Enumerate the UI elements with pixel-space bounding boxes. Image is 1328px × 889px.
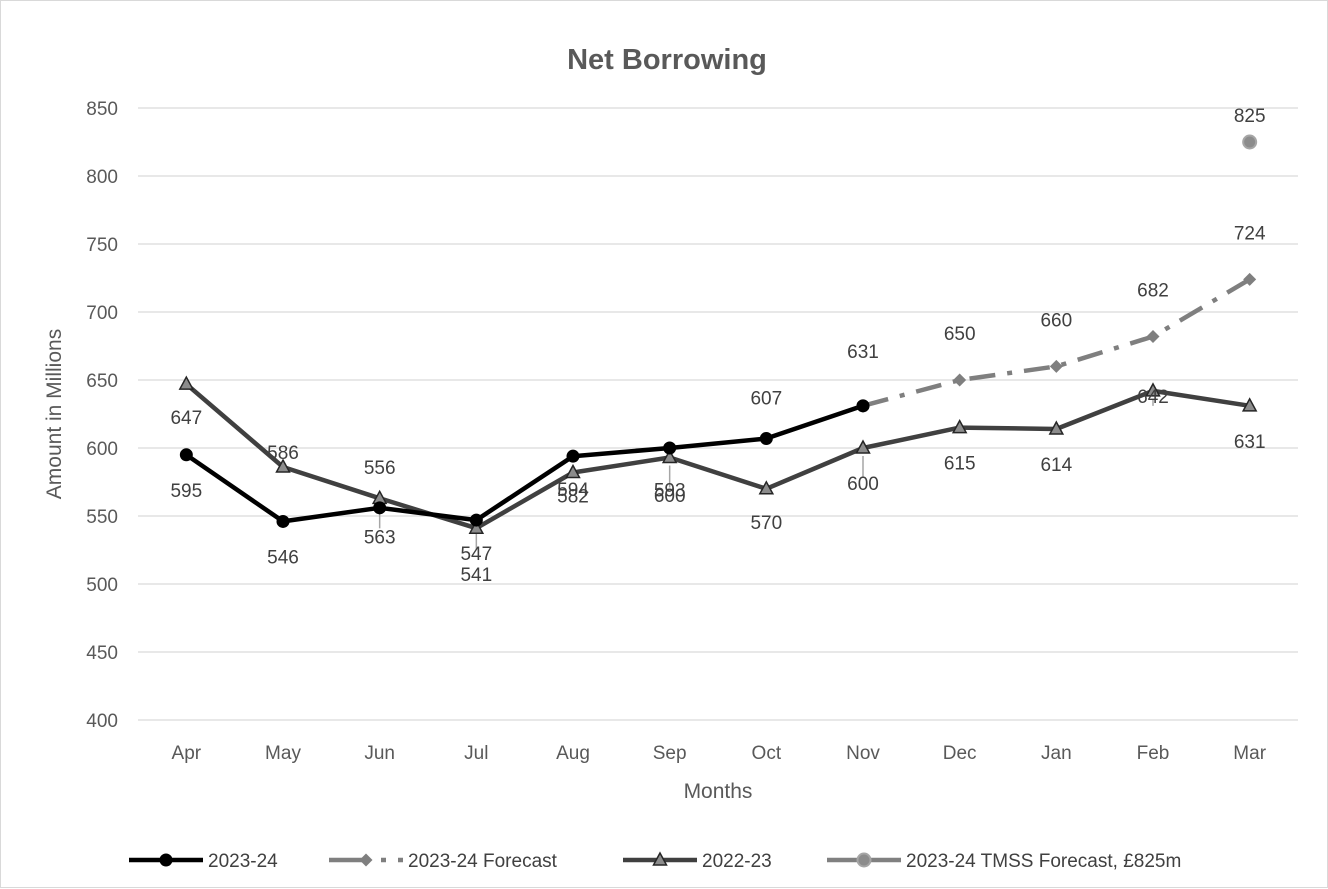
data-point-marker (951, 419, 968, 434)
legend: 2023-24 2023-24 Forecast 2022-23 2023-24 TM… (129, 851, 1181, 872)
data-label: 631 (1234, 432, 1266, 453)
x-tick-label: Dec (943, 743, 977, 764)
data-label: 582 (557, 486, 589, 507)
data-point-marker (663, 441, 677, 455)
y-tick-label: 750 (86, 235, 118, 256)
data-point-marker (179, 448, 193, 462)
data-point-marker (652, 851, 668, 866)
data-label: 724 (1234, 223, 1266, 244)
y-tick-label: 850 (86, 99, 118, 120)
data-point-marker (661, 448, 678, 464)
data-label: 570 (750, 513, 782, 534)
data-label: 615 (944, 454, 976, 475)
data-label: 594 (557, 480, 589, 501)
data-point-marker (469, 513, 483, 527)
x-tick-label: Aug (556, 743, 590, 764)
data-point-marker (856, 399, 870, 413)
data-label: 650 (944, 324, 976, 345)
legend-item: 2023-24 (129, 851, 278, 872)
y-tick-label: 450 (86, 643, 118, 664)
x-tick-label: Jan (1041, 743, 1072, 764)
y-tick-label: 650 (86, 371, 118, 392)
series-lines (184, 277, 1251, 531)
legend-item: 2023-24 TMSS Forecast, £825m (827, 851, 1181, 872)
data-label: 682 (1137, 280, 1169, 301)
data-label: 631 (847, 342, 879, 363)
y-tick-label: 800 (86, 167, 118, 188)
series-markers (178, 134, 1258, 534)
data-point-marker (1243, 272, 1257, 286)
data-point-marker (953, 373, 967, 387)
y-tick-label: 550 (86, 507, 118, 528)
data-point-marker (468, 519, 485, 534)
y-axis-title: Amount in Millions (43, 329, 66, 499)
x-tick-label: Feb (1137, 743, 1170, 764)
series-line (862, 277, 1251, 408)
legend-marker (856, 852, 872, 868)
legend-label: 2022-23 (702, 851, 772, 872)
data-label: 595 (170, 481, 202, 502)
data-label: 600 (654, 486, 686, 507)
data-label: 593 (654, 481, 686, 502)
data-point-marker (566, 449, 580, 463)
data-point-marker (1241, 397, 1258, 412)
chart-title: Net Borrowing (567, 44, 767, 76)
data-point-marker (758, 480, 775, 495)
data-labels: 595 546 556 547 594 600 607 631 650 660 682 724 647 5… (170, 106, 1265, 586)
data-label: 556 (364, 458, 396, 479)
data-point-marker (159, 853, 173, 867)
data-label: 541 (460, 565, 492, 586)
data-point-marker (275, 458, 291, 473)
x-tick-label: May (265, 743, 301, 764)
legend-item: 2023-24 Forecast (329, 851, 558, 872)
data-point-marker (178, 375, 195, 390)
data-point-marker (1242, 134, 1258, 150)
series-line (185, 403, 864, 524)
y-tick-label: 700 (86, 303, 118, 324)
x-tick-label: Mar (1233, 743, 1266, 764)
data-point-marker (1146, 329, 1160, 343)
data-label: 642 (1137, 387, 1169, 408)
data-label: 614 (1040, 455, 1072, 476)
x-tick-label: Jun (364, 743, 395, 764)
data-point-marker (359, 853, 373, 867)
data-point-marker (759, 431, 773, 445)
x-tick-label: Nov (846, 743, 880, 764)
x-axis-ticks: Apr May Jun Jul Aug Sep Oct Nov Dec Jan Feb Mar (172, 743, 1267, 764)
data-label: 547 (460, 544, 492, 565)
data-point-marker (855, 439, 871, 454)
data-point-marker (1145, 382, 1161, 397)
data-label: 563 (364, 527, 396, 548)
data-point-marker (276, 514, 290, 528)
data-point-marker (1049, 359, 1063, 373)
data-point-marker (565, 463, 581, 479)
x-tick-label: Oct (752, 743, 782, 764)
gridlines (138, 107, 1298, 721)
y-tick-label: 600 (86, 439, 118, 460)
x-tick-label: Sep (653, 743, 687, 764)
data-label: 546 (267, 547, 299, 568)
data-label: 647 (170, 408, 202, 429)
y-tick-label: 400 (86, 711, 118, 732)
y-tick-label: 500 (86, 575, 118, 596)
data-point-marker (373, 501, 387, 515)
legend-label: 2023-24 TMSS Forecast, £825m (906, 851, 1181, 872)
legend-item: 2022-23 (623, 851, 772, 872)
data-label: 586 (267, 443, 299, 464)
x-axis-title: Months (684, 780, 753, 803)
data-label: 825 (1234, 106, 1266, 127)
legend-label: 2023-24 (208, 851, 278, 872)
data-label: 607 (750, 388, 782, 409)
y-axis-ticks: 400 450 500 550 600 650 700 750 800 850 (86, 99, 118, 732)
data-point-marker (1048, 420, 1065, 435)
legend-label: 2023-24 Forecast (408, 851, 558, 872)
x-tick-label: Jul (464, 743, 488, 764)
data-label: 600 (847, 474, 879, 495)
series-line (184, 382, 1251, 531)
x-tick-label: Apr (172, 743, 202, 764)
data-label: 660 (1040, 310, 1072, 331)
